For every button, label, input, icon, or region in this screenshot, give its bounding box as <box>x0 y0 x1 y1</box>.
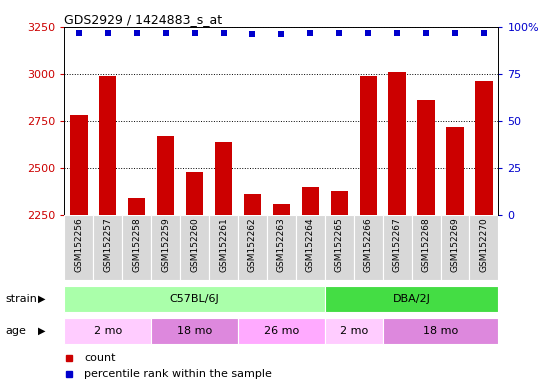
Bar <box>325 286 498 311</box>
Bar <box>360 76 377 215</box>
Text: 2 mo: 2 mo <box>94 326 122 336</box>
Point <box>74 30 83 36</box>
Bar <box>64 215 94 280</box>
Point <box>190 30 199 36</box>
Text: strain: strain <box>6 293 38 304</box>
Bar <box>70 115 87 215</box>
Text: GSM152256: GSM152256 <box>74 217 83 272</box>
Text: GSM152261: GSM152261 <box>219 217 228 272</box>
Point <box>132 30 141 36</box>
Bar <box>475 81 493 215</box>
Bar <box>296 215 325 280</box>
Text: GSM152262: GSM152262 <box>248 217 257 271</box>
Text: GDS2929 / 1424883_s_at: GDS2929 / 1424883_s_at <box>64 13 222 26</box>
Text: GSM152265: GSM152265 <box>335 217 344 272</box>
Bar <box>446 127 464 215</box>
Bar <box>151 318 238 344</box>
Point <box>364 30 373 36</box>
Text: percentile rank within the sample: percentile rank within the sample <box>84 369 272 379</box>
Bar <box>186 172 203 215</box>
Text: GSM152263: GSM152263 <box>277 217 286 272</box>
Point <box>393 30 402 36</box>
Bar <box>122 215 151 280</box>
Point <box>277 31 286 38</box>
Text: 26 mo: 26 mo <box>264 326 299 336</box>
Text: 18 mo: 18 mo <box>423 326 458 336</box>
Text: GSM152257: GSM152257 <box>103 217 113 272</box>
Bar <box>267 215 296 280</box>
Bar <box>244 194 261 215</box>
Bar <box>417 100 435 215</box>
Text: ▶: ▶ <box>38 326 46 336</box>
Bar <box>389 72 406 215</box>
Point <box>103 30 112 36</box>
Text: ▶: ▶ <box>38 293 46 304</box>
Text: age: age <box>6 326 26 336</box>
Bar <box>330 190 348 215</box>
Text: C57BL/6J: C57BL/6J <box>170 293 220 304</box>
Bar <box>382 215 412 280</box>
Point <box>161 30 170 36</box>
Bar <box>209 215 238 280</box>
Text: 18 mo: 18 mo <box>177 326 212 336</box>
Bar <box>215 142 232 215</box>
Bar <box>469 215 498 280</box>
Bar <box>99 76 116 215</box>
Bar <box>151 215 180 280</box>
Text: 2 mo: 2 mo <box>339 326 368 336</box>
Text: GSM152259: GSM152259 <box>161 217 170 272</box>
Bar <box>273 204 290 215</box>
Point <box>248 31 257 38</box>
Bar <box>325 215 354 280</box>
Text: GSM152267: GSM152267 <box>393 217 402 272</box>
Bar <box>238 318 325 344</box>
Bar <box>382 318 498 344</box>
Text: count: count <box>84 353 115 363</box>
Text: GSM152258: GSM152258 <box>132 217 141 272</box>
Text: GSM152268: GSM152268 <box>422 217 431 272</box>
Bar <box>238 215 267 280</box>
Text: GSM152266: GSM152266 <box>363 217 373 272</box>
Bar <box>64 318 151 344</box>
Point <box>450 30 459 36</box>
Point <box>422 30 431 36</box>
Point <box>479 30 488 36</box>
Bar <box>302 187 319 215</box>
Text: GSM152270: GSM152270 <box>479 217 488 272</box>
Text: GSM152264: GSM152264 <box>306 217 315 271</box>
Bar <box>64 286 325 311</box>
Bar <box>128 198 146 215</box>
Bar <box>354 215 382 280</box>
Point <box>335 30 344 36</box>
Point <box>219 30 228 36</box>
Bar <box>325 318 382 344</box>
Bar <box>180 215 209 280</box>
Bar <box>441 215 469 280</box>
Point <box>306 30 315 36</box>
Text: GSM152260: GSM152260 <box>190 217 199 272</box>
Bar <box>94 215 122 280</box>
Bar <box>157 136 174 215</box>
Text: GSM152269: GSM152269 <box>450 217 460 272</box>
Text: DBA/2J: DBA/2J <box>393 293 431 304</box>
Bar <box>412 215 441 280</box>
